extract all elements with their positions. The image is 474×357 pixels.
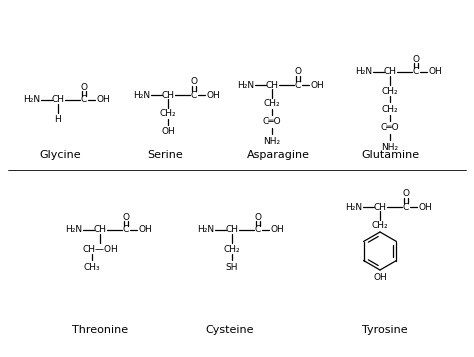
Text: Asparagine: Asparagine — [246, 150, 310, 160]
Text: OH: OH — [161, 127, 175, 136]
Text: O: O — [255, 212, 262, 221]
Text: CH: CH — [226, 226, 238, 235]
Text: CH₂: CH₂ — [160, 110, 176, 119]
Text: CH₃: CH₃ — [84, 262, 100, 272]
Text: CH: CH — [162, 91, 174, 100]
Text: H₂N: H₂N — [23, 96, 41, 105]
Text: CH—OH: CH—OH — [82, 245, 118, 253]
Text: C: C — [255, 226, 261, 235]
Text: NH₂: NH₂ — [264, 136, 281, 146]
Text: OH: OH — [138, 226, 152, 235]
Text: C: C — [295, 80, 301, 90]
Text: CH₂: CH₂ — [224, 245, 240, 253]
Text: H₂N: H₂N — [65, 226, 82, 235]
Text: OH: OH — [310, 80, 324, 90]
Text: Serine: Serine — [147, 150, 183, 160]
Text: CH: CH — [93, 226, 107, 235]
Text: Threonine: Threonine — [72, 325, 128, 335]
Text: H₂N: H₂N — [237, 80, 255, 90]
Text: H: H — [55, 115, 61, 124]
Text: Cysteine: Cysteine — [206, 325, 254, 335]
Text: C: C — [413, 67, 419, 76]
Text: CH: CH — [383, 67, 396, 76]
Text: CH₂: CH₂ — [382, 105, 398, 114]
Text: CH₂: CH₂ — [372, 221, 388, 231]
Text: H₂N: H₂N — [198, 226, 215, 235]
Text: O: O — [122, 212, 129, 221]
Text: H₂N: H₂N — [346, 202, 363, 211]
Text: OH: OH — [418, 202, 432, 211]
Text: C═O: C═O — [263, 117, 281, 126]
Text: CH₂: CH₂ — [382, 86, 398, 96]
Text: SH: SH — [226, 262, 238, 272]
Text: Glycine: Glycine — [39, 150, 81, 160]
Text: O: O — [191, 77, 198, 86]
Text: C: C — [123, 226, 129, 235]
Text: OH: OH — [206, 91, 220, 100]
Text: O: O — [402, 190, 410, 198]
Text: C═O: C═O — [381, 124, 399, 132]
Text: O: O — [412, 55, 419, 64]
Text: OH: OH — [373, 272, 387, 282]
Text: Glutamine: Glutamine — [361, 150, 419, 160]
Text: C: C — [403, 202, 409, 211]
Text: H₂N: H₂N — [356, 67, 373, 76]
Text: OH: OH — [428, 67, 442, 76]
Text: CH₂: CH₂ — [264, 100, 280, 109]
Text: O: O — [294, 67, 301, 76]
Text: NH₂: NH₂ — [382, 142, 399, 151]
Text: CH: CH — [52, 96, 64, 105]
Text: C: C — [81, 96, 87, 105]
Text: H₂N: H₂N — [134, 91, 151, 100]
Text: O: O — [81, 82, 88, 91]
Text: OH: OH — [96, 96, 110, 105]
Text: Tyrosine: Tyrosine — [362, 325, 408, 335]
Text: CH: CH — [265, 80, 279, 90]
Text: CH: CH — [374, 202, 386, 211]
Text: OH: OH — [270, 226, 284, 235]
Text: C: C — [191, 91, 197, 100]
